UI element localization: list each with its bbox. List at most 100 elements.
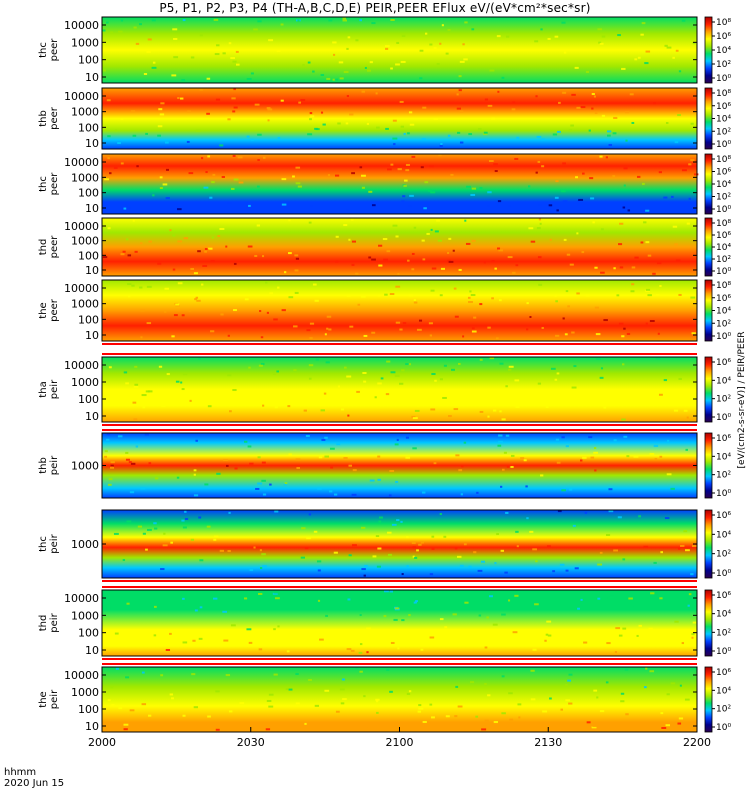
spectrogram-pixel xyxy=(459,110,464,113)
spectrogram-pixel xyxy=(233,106,238,109)
spectrogram-pixel xyxy=(134,250,138,253)
time-axis-label: hhmm xyxy=(4,767,37,778)
spectrogram-pixel xyxy=(118,707,123,710)
panel-y-label: thcpeer xyxy=(38,38,60,62)
spectrogram-pixel xyxy=(612,398,617,401)
spectrogram-pixel xyxy=(690,122,694,125)
spectrogram-pixel xyxy=(114,129,118,132)
spectrogram-pixel xyxy=(580,459,583,462)
spectrogram-pixel xyxy=(106,438,110,441)
spectrogram-pixel xyxy=(395,285,401,288)
panel-y-label: thepeir xyxy=(38,689,60,709)
spectrogram-pixel xyxy=(687,600,691,603)
spectrogram-pixel xyxy=(283,483,288,486)
spectrogram-pixel xyxy=(314,127,318,130)
spectrogram-pixel xyxy=(219,549,225,552)
spectrogram-pixel xyxy=(253,546,256,549)
colorbar xyxy=(704,87,713,150)
spectrogram-pixel xyxy=(596,696,599,699)
spectrogram-pixel xyxy=(418,319,423,322)
spectrogram-pixel xyxy=(649,320,655,323)
spectrogram-pixel xyxy=(568,129,572,132)
spectrogram-pixel xyxy=(569,488,573,491)
spectrogram-pixel xyxy=(342,698,347,701)
spectrogram-pixel xyxy=(114,632,119,635)
spectrogram-pixel xyxy=(390,163,394,166)
spectrogram-pixel xyxy=(612,132,617,135)
spectrogram-pixel xyxy=(203,595,208,598)
spectrogram-pixel xyxy=(501,468,505,471)
spectrogram-pixel xyxy=(396,438,399,441)
spectrogram-pixel xyxy=(660,712,664,715)
panel-y-label: thbpeir xyxy=(38,455,60,475)
spectrogram-pixel xyxy=(586,721,591,724)
spectrogram-pixel xyxy=(618,243,623,246)
spectrogram-pixel xyxy=(292,175,295,178)
spectrogram-pixel xyxy=(376,126,380,129)
spectrogram-pixel xyxy=(590,456,595,459)
spectrogram-pixel xyxy=(215,98,221,101)
spectrogram-pixel xyxy=(538,283,543,286)
spectrogram-pixel xyxy=(347,36,351,39)
spectrogram-pixel xyxy=(691,633,695,636)
spectrogram-pixel xyxy=(246,77,252,80)
spectrogram-pixel xyxy=(487,104,493,107)
spectrogram-pixel xyxy=(623,435,628,438)
spectrogram-pixel xyxy=(457,555,462,558)
spectrogram-pixel xyxy=(419,77,423,80)
spectrogram-pixel xyxy=(374,396,377,399)
spectrogram-pixel xyxy=(518,716,521,719)
spectrogram-pixel xyxy=(486,204,490,207)
spectrogram-pixel xyxy=(133,385,139,388)
spectrogram-pixel xyxy=(257,456,261,459)
spectrogram-pixel xyxy=(182,714,186,717)
spectrogram-pixel xyxy=(160,568,165,571)
spectrogram-pixel xyxy=(184,517,189,520)
panel-y-label-line: the xyxy=(38,691,49,707)
spectrogram-pixel xyxy=(343,457,348,460)
spectrogram-pixel xyxy=(329,490,333,493)
spectrogram-pixel xyxy=(601,114,606,117)
spectrogram-pixel xyxy=(465,242,471,245)
spectrogram-pixel xyxy=(244,298,249,301)
spectrogram-pixel xyxy=(145,390,150,393)
spectrogram-pixel xyxy=(248,366,251,369)
spectrogram-pixel xyxy=(152,389,155,392)
spectrogram-pixel xyxy=(312,283,317,286)
spectrogram-pixel xyxy=(603,596,608,599)
spectrogram-pixel xyxy=(642,182,645,185)
spectrogram-pixel xyxy=(480,642,484,645)
spectrogram-pixel xyxy=(426,232,430,235)
spectrogram-pixel xyxy=(132,401,137,404)
spectrogram-pixel xyxy=(142,532,146,535)
spectrogram-pixel xyxy=(430,408,436,411)
spectrogram-pixel xyxy=(387,531,392,534)
spectrogram-pixel xyxy=(672,225,678,228)
spectrogram-pixel xyxy=(277,286,280,289)
colorbar-tick-label: 10⁶ xyxy=(716,231,731,241)
spectrogram-pixel xyxy=(261,553,266,556)
spectrogram-pixel xyxy=(488,159,494,162)
spectrogram-pixel xyxy=(117,141,121,144)
spectrogram-pixel xyxy=(414,409,420,412)
spectrogram-pixel xyxy=(471,187,477,190)
spectrogram-pixel xyxy=(673,409,679,412)
spectrogram-pixel xyxy=(376,711,379,714)
spectrogram-pixel xyxy=(406,536,409,539)
spectrogram-pixel xyxy=(166,373,170,376)
colorbar-tick-label: 10⁸ xyxy=(716,18,731,28)
spectrogram-pixel xyxy=(458,75,462,78)
spectrogram-pixel xyxy=(108,478,113,481)
spectrogram-pixel xyxy=(539,222,542,225)
spectrogram-pixel xyxy=(653,102,656,105)
spectrogram-pixel xyxy=(127,206,131,209)
spectrogram-pixel xyxy=(592,725,597,728)
spectrogram-pixel xyxy=(497,200,502,203)
spectrogram-pixel xyxy=(478,128,482,131)
spectrogram-pixel xyxy=(448,260,454,263)
spectrogram-pixel xyxy=(404,179,408,182)
spectrogram-pixel xyxy=(204,250,207,253)
spectrogram-panel: 10000 1000 100 10 thbpeer 10⁸ 10⁶ 10⁴ 10² 10⁰ xyxy=(38,87,731,150)
spectrogram-pixel xyxy=(413,601,417,604)
spectrogram-pixel xyxy=(565,684,568,687)
